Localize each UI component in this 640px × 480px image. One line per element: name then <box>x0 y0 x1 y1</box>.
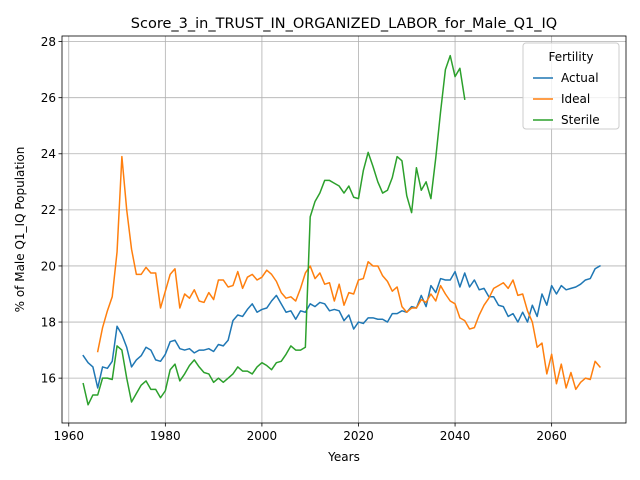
legend-label-actual: Actual <box>561 71 599 85</box>
series-line-actual <box>82 264 601 389</box>
plot-frame <box>61 35 627 424</box>
x-axis-ticks: 1960 1980 2000 2020 2040 2060 <box>53 423 567 443</box>
legend-title: Fertility <box>548 50 593 64</box>
y-tick-label: 26 <box>41 91 56 105</box>
x-tick-label: 1980 <box>150 429 181 443</box>
legend: Fertility Actual Ideal Sterile <box>522 42 620 130</box>
series-line-ideal <box>96 155 601 391</box>
grid <box>62 36 626 423</box>
y-axis-title: % of Male Q1_IQ Population <box>13 147 27 313</box>
y-tick-label: 28 <box>41 35 56 49</box>
series-lines <box>82 54 601 406</box>
x-tick-label: 2000 <box>247 429 278 443</box>
y-tick-label: 18 <box>41 315 56 329</box>
x-tick-label: 2060 <box>536 429 567 443</box>
legend-box <box>522 42 620 130</box>
y-tick-label: 16 <box>41 371 56 385</box>
legend-label-ideal: Ideal <box>561 92 590 106</box>
x-tick-label: 2040 <box>440 429 471 443</box>
legend-items: Actual Ideal Sterile <box>533 71 600 127</box>
legend-label-sterile: Sterile <box>561 113 600 127</box>
y-tick-label: 22 <box>41 203 56 217</box>
y-tick-label: 24 <box>41 147 56 161</box>
x-axis-title: Years <box>327 450 360 464</box>
chart-title: Score_3_in_TRUST_IN_ORGANIZED_LABOR_for_… <box>131 16 557 32</box>
y-tick-label: 20 <box>41 259 56 273</box>
x-tick-label: 2020 <box>343 429 374 443</box>
x-tick-label: 1960 <box>53 429 84 443</box>
y-axis-ticks: 16 18 20 22 24 26 28 <box>41 35 62 385</box>
series-line-sterile <box>82 54 466 406</box>
